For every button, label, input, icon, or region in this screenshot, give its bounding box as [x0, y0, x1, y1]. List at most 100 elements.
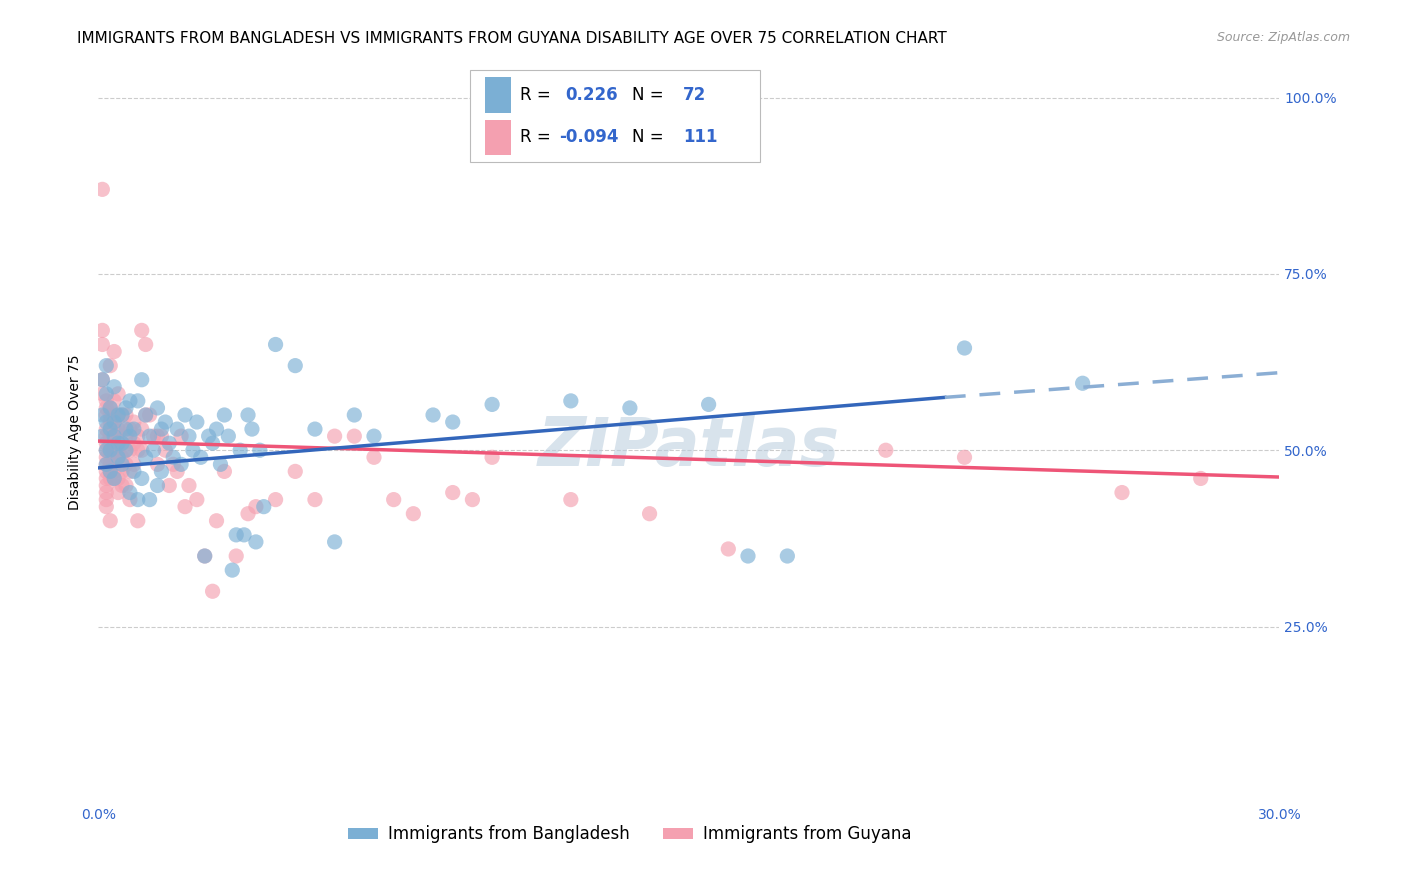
- Point: [245, 500, 267, 514]
- Point: [96, 429, 118, 443]
- Point: [177, 429, 200, 443]
- Point: [91, 408, 114, 422]
- Point: [91, 337, 114, 351]
- Point: [481, 397, 503, 411]
- Point: [214, 408, 236, 422]
- Point: [115, 478, 138, 492]
- Point: [560, 393, 582, 408]
- Point: [98, 458, 121, 472]
- Point: [229, 443, 252, 458]
- Point: [225, 528, 247, 542]
- Point: [441, 485, 464, 500]
- Point: [103, 450, 125, 465]
- Point: [249, 443, 271, 458]
- Point: [194, 549, 217, 563]
- Text: 111: 111: [683, 128, 717, 146]
- Point: [96, 359, 118, 373]
- Point: [619, 401, 641, 415]
- Point: [91, 387, 114, 401]
- Point: [150, 422, 173, 436]
- Point: [111, 450, 134, 465]
- Point: [146, 429, 169, 443]
- Point: [103, 471, 125, 485]
- Point: [138, 408, 160, 422]
- Point: [138, 492, 160, 507]
- Point: [96, 415, 118, 429]
- Point: [146, 478, 169, 492]
- Point: [214, 464, 236, 478]
- Point: [323, 535, 346, 549]
- Point: [111, 422, 134, 436]
- Point: [194, 549, 217, 563]
- Point: [122, 436, 145, 450]
- Point: [233, 528, 256, 542]
- Point: [170, 429, 193, 443]
- Point: [91, 373, 114, 387]
- Point: [205, 422, 228, 436]
- Point: [131, 422, 153, 436]
- Point: [98, 422, 121, 436]
- Point: [98, 464, 121, 478]
- Point: [115, 408, 138, 422]
- Point: [162, 458, 184, 472]
- Point: [245, 535, 267, 549]
- Point: [96, 458, 118, 472]
- Point: [1071, 376, 1094, 391]
- Point: [146, 458, 169, 472]
- Text: Source: ZipAtlas.com: Source: ZipAtlas.com: [1216, 31, 1350, 45]
- Point: [217, 429, 239, 443]
- Point: [135, 408, 157, 422]
- Point: [157, 436, 180, 450]
- Point: [209, 458, 232, 472]
- Point: [98, 443, 121, 458]
- Text: R =: R =: [520, 86, 555, 103]
- Text: ZIPatlas: ZIPatlas: [538, 415, 839, 481]
- Text: N =: N =: [633, 86, 669, 103]
- Point: [118, 443, 141, 458]
- Point: [96, 450, 118, 465]
- Point: [96, 401, 118, 415]
- Point: [441, 415, 464, 429]
- Point: [461, 492, 484, 507]
- Point: [638, 507, 661, 521]
- Point: [1189, 471, 1212, 485]
- Text: IMMIGRANTS FROM BANGLADESH VS IMMIGRANTS FROM GUYANA DISABILITY AGE OVER 75 CORR: IMMIGRANTS FROM BANGLADESH VS IMMIGRANTS…: [77, 31, 948, 46]
- Point: [253, 500, 276, 514]
- Point: [96, 458, 118, 472]
- Point: [96, 485, 118, 500]
- Point: [162, 450, 184, 465]
- Y-axis label: Disability Age Over 75: Disability Age Over 75: [69, 355, 83, 510]
- Point: [166, 464, 188, 478]
- Point: [111, 458, 134, 472]
- Point: [96, 393, 118, 408]
- Point: [98, 464, 121, 478]
- Text: -0.094: -0.094: [560, 128, 619, 146]
- Point: [157, 478, 180, 492]
- Point: [103, 422, 125, 436]
- Point: [284, 464, 307, 478]
- Point: [363, 429, 385, 443]
- Point: [98, 408, 121, 422]
- Point: [107, 450, 129, 465]
- Point: [174, 500, 197, 514]
- Point: [111, 436, 134, 450]
- Point: [103, 458, 125, 472]
- Point: [236, 408, 259, 422]
- Point: [96, 422, 118, 436]
- Point: [107, 450, 129, 465]
- Point: [103, 393, 125, 408]
- Bar: [485, 120, 510, 155]
- Point: [98, 401, 121, 415]
- Point: [118, 485, 141, 500]
- Point: [150, 464, 173, 478]
- Point: [131, 373, 153, 387]
- Point: [174, 408, 197, 422]
- Point: [481, 450, 503, 465]
- Point: [111, 464, 134, 478]
- Point: [96, 478, 118, 492]
- Point: [115, 458, 138, 472]
- Point: [135, 450, 157, 465]
- Point: [135, 408, 157, 422]
- Point: [98, 415, 121, 429]
- Point: [103, 408, 125, 422]
